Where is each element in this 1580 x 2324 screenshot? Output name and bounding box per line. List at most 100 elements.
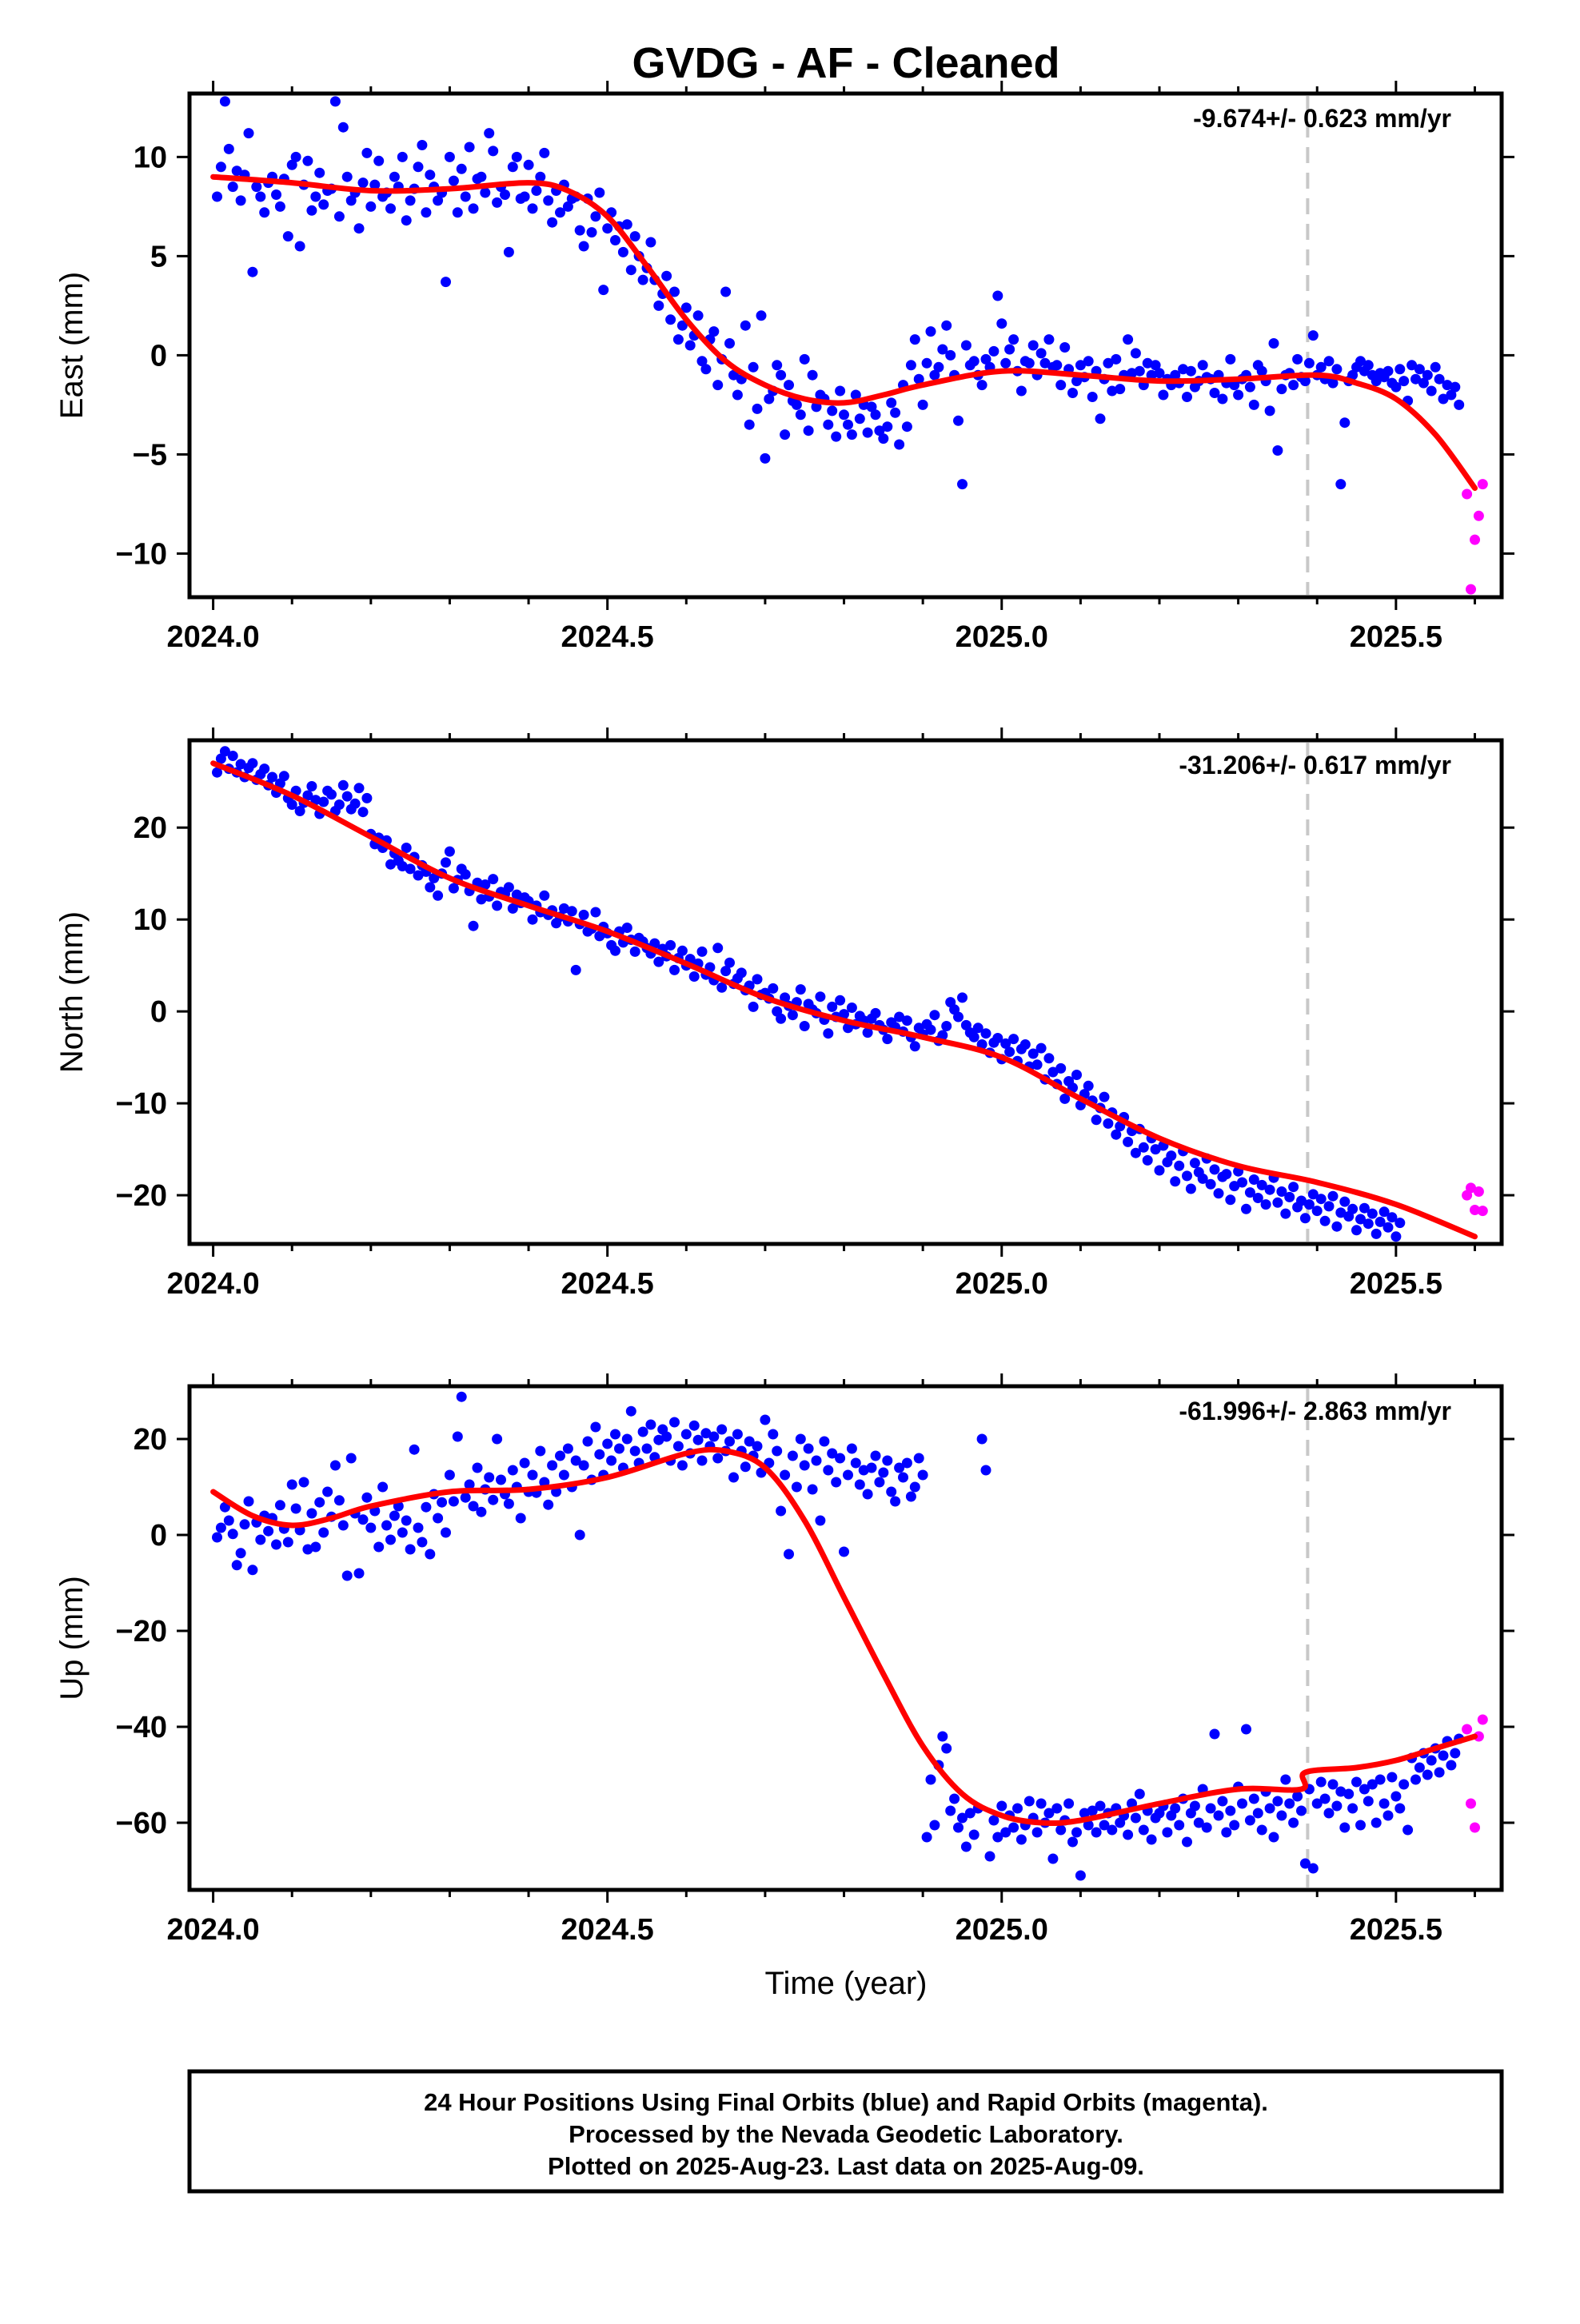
final-orbit-point [937, 1030, 948, 1041]
final-orbit-point [909, 1481, 920, 1493]
final-orbit-point [827, 1001, 838, 1012]
final-orbit-point [444, 1469, 455, 1481]
final-orbit-point [1288, 380, 1299, 391]
final-orbit-point [815, 991, 826, 1003]
final-orbit-point [1438, 393, 1449, 405]
final-orbit-point [492, 1433, 503, 1445]
plot-frame [187, 1384, 1504, 1892]
y-tick-label: 5 [150, 240, 167, 273]
final-orbit-point [1237, 1177, 1247, 1188]
rapid-orbit-point [1466, 1798, 1476, 1809]
final-orbit-point [1422, 1769, 1433, 1780]
final-orbit-point [1130, 1147, 1141, 1158]
final-orbit-point [744, 419, 755, 430]
final-orbit-point [1284, 1798, 1295, 1809]
final-orbit-point [302, 790, 313, 801]
final-orbit-point [353, 783, 365, 794]
final-orbit-point [1244, 1815, 1255, 1826]
final-orbit-point [1130, 1812, 1141, 1824]
final-orbit-point [811, 1455, 822, 1466]
x-tick-label: 2025.5 [1350, 620, 1442, 654]
final-orbit-point [341, 1570, 353, 1581]
final-orbit-point [448, 883, 459, 894]
final-orbit-point [286, 799, 297, 810]
final-orbit-point [1382, 1222, 1394, 1233]
final-orbit-point [988, 1815, 999, 1826]
final-orbit-point [712, 943, 724, 954]
final-orbit-point [1319, 1215, 1331, 1226]
final-orbit-point [1446, 389, 1457, 401]
final-orbit-point [1146, 1834, 1157, 1845]
final-orbit-point [780, 992, 791, 1003]
final-orbit-point [688, 1420, 700, 1431]
final-orbit-point [1012, 1803, 1023, 1814]
final-orbit-point [744, 1436, 755, 1447]
final-orbit-point [385, 203, 396, 214]
final-orbit-point [776, 1505, 787, 1517]
final-orbit-point [1272, 1197, 1283, 1208]
final-orbit-point [882, 1034, 893, 1045]
x-tick-label: 2024.5 [561, 620, 654, 654]
final-orbit-point [882, 421, 893, 433]
final-orbit-point [1123, 1829, 1134, 1840]
final-orbit-point [409, 1444, 420, 1455]
final-orbit-point [732, 1429, 743, 1440]
final-orbit-point [669, 1417, 680, 1428]
final-orbit-point [267, 771, 277, 783]
final-orbit-point [929, 1010, 940, 1021]
final-orbit-point [957, 992, 968, 1003]
final-orbit-point [1434, 0, 1445, 6]
final-orbit-point [807, 1484, 818, 1495]
final-orbit-point [676, 320, 688, 331]
final-orbit-point [925, 326, 936, 337]
final-orbit-point [500, 189, 510, 200]
final-orbit-point [649, 938, 660, 949]
final-orbit-point [425, 1549, 436, 1560]
final-orbit-point [1205, 1178, 1216, 1190]
final-orbit-point [839, 409, 849, 421]
final-orbit-point [1331, 364, 1343, 375]
final-orbit-point [1272, 445, 1283, 456]
final-orbit-point [894, 1462, 905, 1473]
final-orbit-point [389, 171, 400, 182]
final-orbit-point [259, 763, 270, 775]
final-orbit-point [795, 409, 806, 421]
final-orbit-point [720, 966, 732, 977]
final-orbit-point [680, 1429, 692, 1440]
final-orbit-point [484, 1472, 495, 1483]
final-orbit-point [1031, 1827, 1043, 1838]
final-orbit-point [1071, 1827, 1082, 1838]
final-orbit-point [578, 1460, 589, 1471]
final-orbit-point [1000, 357, 1011, 369]
final-orbit-point [282, 1537, 293, 1548]
final-orbit-point [1150, 1144, 1161, 1155]
final-orbit-point [488, 145, 499, 157]
final-orbit-point [353, 1568, 365, 1579]
final-orbit-point [1426, 385, 1437, 397]
final-orbit-point [669, 964, 680, 975]
final-orbit-point [1087, 1805, 1098, 1816]
final-orbit-point [637, 1426, 648, 1437]
final-orbit-point [421, 207, 432, 218]
final-orbit-point [243, 1496, 254, 1507]
final-orbit-point [460, 1492, 471, 1503]
final-orbit-point [1244, 1187, 1255, 1198]
final-orbit-point [1315, 361, 1327, 373]
final-orbit-point [1091, 1114, 1102, 1126]
final-orbit-point [1138, 1824, 1149, 1836]
final-orbit-point [772, 360, 783, 371]
final-orbit-point [377, 1481, 389, 1493]
final-orbit-point [1043, 1808, 1055, 1819]
final-orbit-point [1390, 1791, 1402, 1802]
final-orbit-point [329, 1460, 341, 1471]
final-orbit-point [846, 429, 857, 440]
final-orbit-point [1256, 365, 1267, 377]
final-orbit-point [980, 1465, 991, 1476]
final-orbit-point [488, 1494, 499, 1505]
final-orbit-point [1015, 1834, 1027, 1845]
rapid-orbit-point [1466, 1182, 1476, 1194]
final-orbit-point [247, 758, 258, 769]
final-orbit-point [1390, 381, 1402, 393]
final-orbit-point [1363, 360, 1374, 371]
final-orbit-point [968, 1829, 980, 1840]
